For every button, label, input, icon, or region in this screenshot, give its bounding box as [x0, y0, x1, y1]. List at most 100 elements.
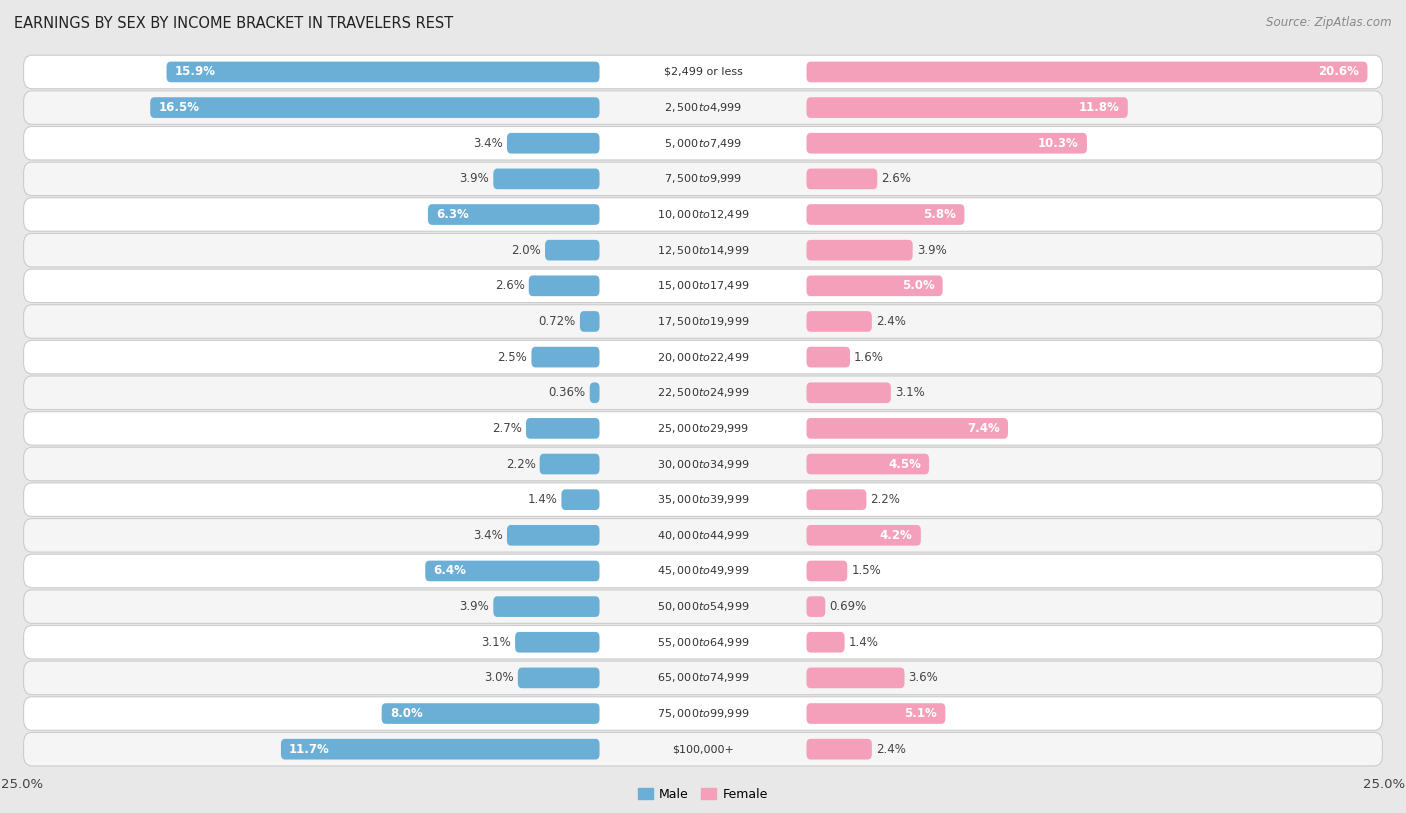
FancyBboxPatch shape — [807, 382, 891, 403]
FancyBboxPatch shape — [807, 739, 872, 759]
Text: 2.2%: 2.2% — [870, 493, 900, 506]
Text: 3.4%: 3.4% — [472, 528, 503, 541]
FancyBboxPatch shape — [807, 62, 1368, 82]
FancyBboxPatch shape — [24, 447, 1382, 480]
Text: $65,000 to $74,999: $65,000 to $74,999 — [657, 672, 749, 685]
Text: 2.4%: 2.4% — [876, 315, 905, 328]
FancyBboxPatch shape — [807, 133, 1087, 154]
Text: 5.8%: 5.8% — [924, 208, 956, 221]
Text: $2,499 or less: $2,499 or less — [664, 67, 742, 77]
Text: 6.3%: 6.3% — [436, 208, 468, 221]
Text: 5.1%: 5.1% — [904, 707, 938, 720]
Text: 1.6%: 1.6% — [853, 350, 884, 363]
FancyBboxPatch shape — [24, 590, 1382, 624]
Text: EARNINGS BY SEX BY INCOME BRACKET IN TRAVELERS REST: EARNINGS BY SEX BY INCOME BRACKET IN TRA… — [14, 16, 453, 31]
Text: $35,000 to $39,999: $35,000 to $39,999 — [657, 493, 749, 506]
FancyBboxPatch shape — [526, 418, 599, 439]
Text: 3.9%: 3.9% — [460, 172, 489, 185]
Text: 0.72%: 0.72% — [538, 315, 576, 328]
FancyBboxPatch shape — [807, 454, 929, 474]
Text: 3.4%: 3.4% — [472, 137, 503, 150]
FancyBboxPatch shape — [807, 276, 942, 296]
FancyBboxPatch shape — [529, 276, 599, 296]
FancyBboxPatch shape — [589, 382, 599, 403]
FancyBboxPatch shape — [166, 62, 599, 82]
FancyBboxPatch shape — [807, 204, 965, 225]
Text: 3.0%: 3.0% — [484, 672, 513, 685]
Text: $75,000 to $99,999: $75,000 to $99,999 — [657, 707, 749, 720]
Text: 1.4%: 1.4% — [527, 493, 557, 506]
FancyBboxPatch shape — [546, 240, 599, 260]
Text: 5.0%: 5.0% — [901, 280, 935, 293]
FancyBboxPatch shape — [561, 489, 599, 510]
FancyBboxPatch shape — [24, 733, 1382, 766]
Text: 15.9%: 15.9% — [174, 66, 215, 78]
Text: 6.4%: 6.4% — [433, 564, 467, 577]
FancyBboxPatch shape — [281, 739, 599, 759]
FancyBboxPatch shape — [807, 525, 921, 546]
Text: 1.4%: 1.4% — [849, 636, 879, 649]
Text: $5,000 to $7,499: $5,000 to $7,499 — [664, 137, 742, 150]
Text: Source: ZipAtlas.com: Source: ZipAtlas.com — [1267, 16, 1392, 29]
FancyBboxPatch shape — [807, 311, 872, 332]
FancyBboxPatch shape — [24, 697, 1382, 730]
Legend: Male, Female: Male, Female — [633, 783, 773, 806]
Text: 11.7%: 11.7% — [290, 743, 330, 755]
FancyBboxPatch shape — [24, 661, 1382, 694]
FancyBboxPatch shape — [24, 483, 1382, 516]
FancyBboxPatch shape — [425, 561, 599, 581]
Text: 2.2%: 2.2% — [506, 458, 536, 471]
Text: 4.5%: 4.5% — [889, 458, 921, 471]
Text: 2.6%: 2.6% — [495, 280, 524, 293]
Text: $55,000 to $64,999: $55,000 to $64,999 — [657, 636, 749, 649]
Text: $7,500 to $9,999: $7,500 to $9,999 — [664, 172, 742, 185]
Text: $30,000 to $34,999: $30,000 to $34,999 — [657, 458, 749, 471]
FancyBboxPatch shape — [24, 554, 1382, 588]
Text: $45,000 to $49,999: $45,000 to $49,999 — [657, 564, 749, 577]
Text: 3.6%: 3.6% — [908, 672, 938, 685]
Text: 10.3%: 10.3% — [1038, 137, 1078, 150]
Text: $12,500 to $14,999: $12,500 to $14,999 — [657, 244, 749, 257]
FancyBboxPatch shape — [807, 98, 1128, 118]
Text: $25,000 to $29,999: $25,000 to $29,999 — [657, 422, 749, 435]
Text: 2.7%: 2.7% — [492, 422, 522, 435]
Text: 0.36%: 0.36% — [548, 386, 586, 399]
Text: 3.9%: 3.9% — [917, 244, 946, 257]
FancyBboxPatch shape — [515, 632, 599, 653]
Text: $22,500 to $24,999: $22,500 to $24,999 — [657, 386, 749, 399]
FancyBboxPatch shape — [494, 168, 599, 189]
FancyBboxPatch shape — [24, 376, 1382, 410]
Text: 20.6%: 20.6% — [1319, 66, 1360, 78]
FancyBboxPatch shape — [807, 240, 912, 260]
Text: 2.4%: 2.4% — [876, 743, 905, 755]
FancyBboxPatch shape — [150, 98, 599, 118]
FancyBboxPatch shape — [24, 91, 1382, 124]
FancyBboxPatch shape — [807, 596, 825, 617]
Text: 3.1%: 3.1% — [481, 636, 510, 649]
Text: 2.6%: 2.6% — [882, 172, 911, 185]
FancyBboxPatch shape — [807, 347, 851, 367]
FancyBboxPatch shape — [540, 454, 599, 474]
FancyBboxPatch shape — [494, 596, 599, 617]
FancyBboxPatch shape — [381, 703, 599, 724]
Text: $100,000+: $100,000+ — [672, 744, 734, 754]
FancyBboxPatch shape — [807, 489, 866, 510]
FancyBboxPatch shape — [24, 233, 1382, 267]
FancyBboxPatch shape — [531, 347, 599, 367]
FancyBboxPatch shape — [508, 525, 599, 546]
FancyBboxPatch shape — [24, 519, 1382, 552]
Text: 1.5%: 1.5% — [852, 564, 882, 577]
Text: $2,500 to $4,999: $2,500 to $4,999 — [664, 101, 742, 114]
Text: $20,000 to $22,499: $20,000 to $22,499 — [657, 350, 749, 363]
FancyBboxPatch shape — [24, 127, 1382, 160]
FancyBboxPatch shape — [807, 418, 1008, 439]
FancyBboxPatch shape — [24, 198, 1382, 231]
Text: 2.5%: 2.5% — [498, 350, 527, 363]
FancyBboxPatch shape — [508, 133, 599, 154]
FancyBboxPatch shape — [427, 204, 599, 225]
FancyBboxPatch shape — [24, 341, 1382, 374]
Text: 8.0%: 8.0% — [389, 707, 423, 720]
FancyBboxPatch shape — [24, 269, 1382, 302]
Text: 0.69%: 0.69% — [830, 600, 866, 613]
Text: 2.0%: 2.0% — [512, 244, 541, 257]
